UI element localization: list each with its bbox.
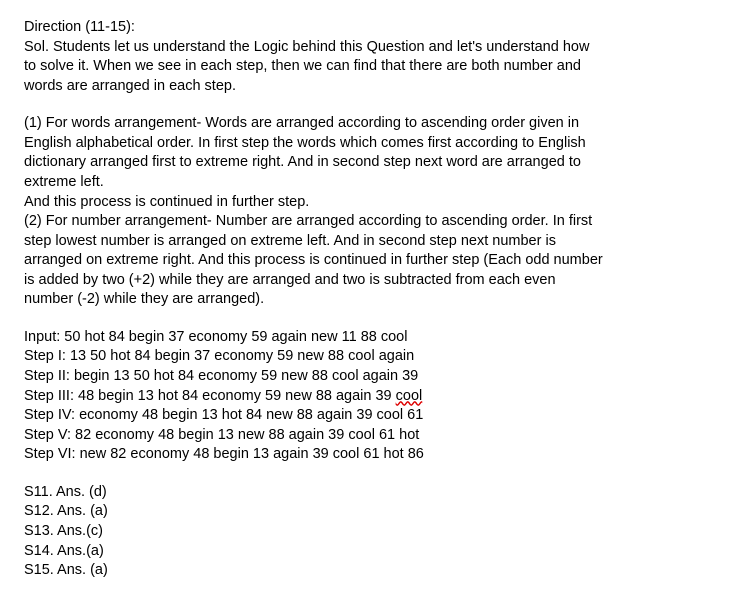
step-3: Step III: 48 begin 13 hot 84 economy 59 … bbox=[24, 387, 728, 407]
rule1-line-3: dictionary arranged first to extreme rig… bbox=[24, 153, 728, 173]
answer-15: S15. Ans. (a) bbox=[24, 561, 728, 581]
rule1-line-2: English alphabetical order. In first ste… bbox=[24, 134, 728, 154]
step-4: Step IV: economy 48 begin 13 hot 84 new … bbox=[24, 406, 728, 426]
answer-14: S14. Ans.(a) bbox=[24, 542, 728, 562]
rule2-line-2: step lowest number is arranged on extrem… bbox=[24, 232, 728, 252]
step-2: Step II: begin 13 50 hot 84 economy 59 n… bbox=[24, 367, 728, 387]
answer-12: S12. Ans. (a) bbox=[24, 502, 728, 522]
step-6: Step VI: new 82 economy 48 begin 13 agai… bbox=[24, 445, 728, 465]
step-1: Step I: 13 50 hot 84 begin 37 economy 59… bbox=[24, 347, 728, 367]
rule2-line-3: arranged on extreme right. And this proc… bbox=[24, 251, 728, 271]
rule1-line-4: extreme left. bbox=[24, 173, 728, 193]
intro-line-2: to solve it. When we see in each step, t… bbox=[24, 57, 728, 77]
input-line: Input: 50 hot 84 begin 37 economy 59 aga… bbox=[24, 328, 728, 348]
step-5: Step V: 82 economy 48 begin 13 new 88 ag… bbox=[24, 426, 728, 446]
answer-11: S11. Ans. (d) bbox=[24, 483, 728, 503]
step-3-text: Step III: 48 begin 13 hot 84 economy 59 … bbox=[24, 388, 396, 404]
intro-line-3: words are arranged in each step. bbox=[24, 77, 728, 97]
rule2-line-4: is added by two (+2) while they are arra… bbox=[24, 271, 728, 291]
rule2-line-5: number (-2) while they are arranged). bbox=[24, 290, 728, 310]
step-3-squiggle-word: cool bbox=[396, 388, 423, 404]
answer-13: S13. Ans.(c) bbox=[24, 522, 728, 542]
rule1-line-1: (1) For words arrangement- Words are arr… bbox=[24, 114, 728, 134]
direction-heading: Direction (11-15): bbox=[24, 18, 728, 38]
rule1-line-5: And this process is continued in further… bbox=[24, 193, 728, 213]
intro-line-1: Sol. Students let us understand the Logi… bbox=[24, 38, 728, 58]
rule2-line-1: (2) For number arrangement- Number are a… bbox=[24, 212, 728, 232]
